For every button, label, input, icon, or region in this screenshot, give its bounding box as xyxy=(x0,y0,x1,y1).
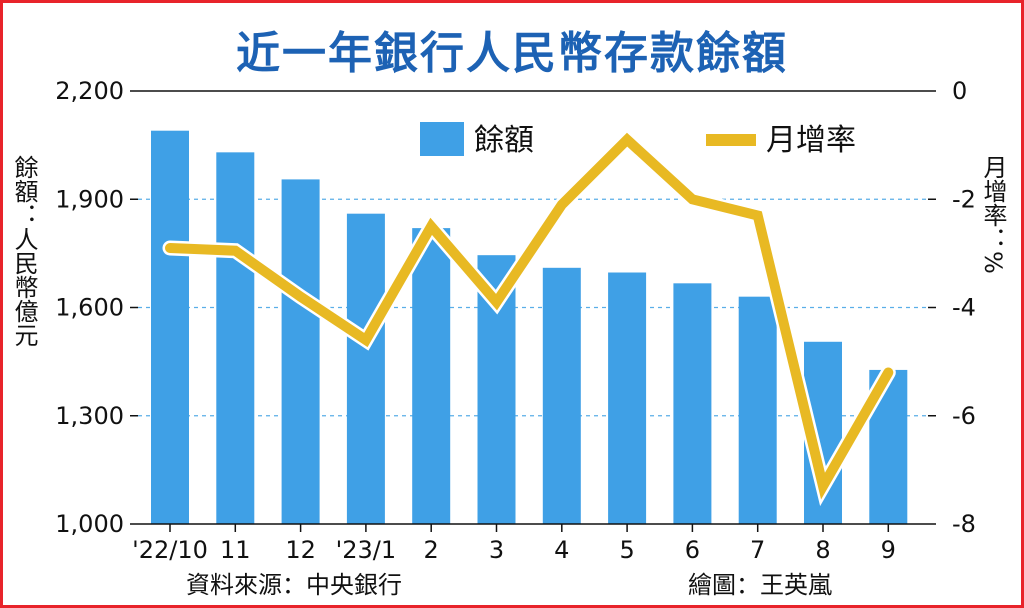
axes xyxy=(138,90,928,525)
bar-0 xyxy=(151,130,189,525)
x-axis-ticks: '22/10 11 12 '23/1 2 3 4 5 6 7 8 9 xyxy=(132,524,896,564)
x-tick-label: 3 xyxy=(489,536,504,564)
x-tick-label: 4 xyxy=(554,536,569,564)
bar-8 xyxy=(673,283,712,524)
chart-title: 近一年銀行人民幣存款餘額 xyxy=(236,28,788,79)
legend-line-swatch xyxy=(706,134,756,146)
right-tick-label: 0 xyxy=(952,77,967,105)
x-tick-label: 8 xyxy=(815,536,830,564)
bar-2 xyxy=(281,179,320,524)
x-tick-label: 5 xyxy=(619,536,634,564)
grid-lines xyxy=(138,198,928,417)
bar-9 xyxy=(738,296,777,524)
legend-bar-swatch xyxy=(420,122,464,156)
left-tick-label: 1,900 xyxy=(55,185,124,213)
line-series xyxy=(162,129,896,507)
right-axis-ticks: 0 -2 -4 -6 -8 xyxy=(928,77,976,538)
right-axis-label: 月增率：% xyxy=(979,155,1007,274)
legend-line-label: 月增率 xyxy=(766,123,856,158)
x-tick-label: 9 xyxy=(881,536,896,564)
bar-4 xyxy=(412,228,451,524)
x-tick-label: '22/10 xyxy=(132,536,208,564)
right-tick-label: -8 xyxy=(952,510,976,538)
bar-6 xyxy=(542,267,581,524)
left-tick-label: 1,600 xyxy=(55,294,124,322)
left-axis-label: 餘額：人民幣億元 xyxy=(10,155,38,347)
bar-series xyxy=(151,130,908,525)
left-tick-label: 1,000 xyxy=(55,510,124,538)
right-tick-label: -2 xyxy=(952,185,976,213)
credit-note: 繪圖：王英嵐 xyxy=(688,571,832,599)
x-tick-label: '23/1 xyxy=(336,536,397,564)
x-tick-label: 6 xyxy=(685,536,700,564)
left-axis-ticks: 1,000 1,300 1,600 1,900 2,200 xyxy=(55,77,138,538)
x-tick-label: 7 xyxy=(750,536,765,564)
bar-3 xyxy=(346,213,385,524)
left-tick-label: 1,300 xyxy=(55,402,124,430)
legend: 餘額 月增率 xyxy=(420,122,856,158)
right-tick-label: -4 xyxy=(952,294,976,322)
left-tick-label: 2,200 xyxy=(55,77,124,105)
bar-7 xyxy=(608,272,647,524)
legend-bar-label: 餘額 xyxy=(474,123,534,158)
source-note: 資料來源：中央銀行 xyxy=(186,571,402,599)
growth-rate-line xyxy=(165,132,894,500)
x-tick-label: 12 xyxy=(285,536,316,564)
x-tick-label: 11 xyxy=(220,536,251,564)
x-tick-label: 2 xyxy=(424,536,439,564)
bar-1 xyxy=(216,152,255,524)
right-tick-label: -6 xyxy=(952,402,976,430)
